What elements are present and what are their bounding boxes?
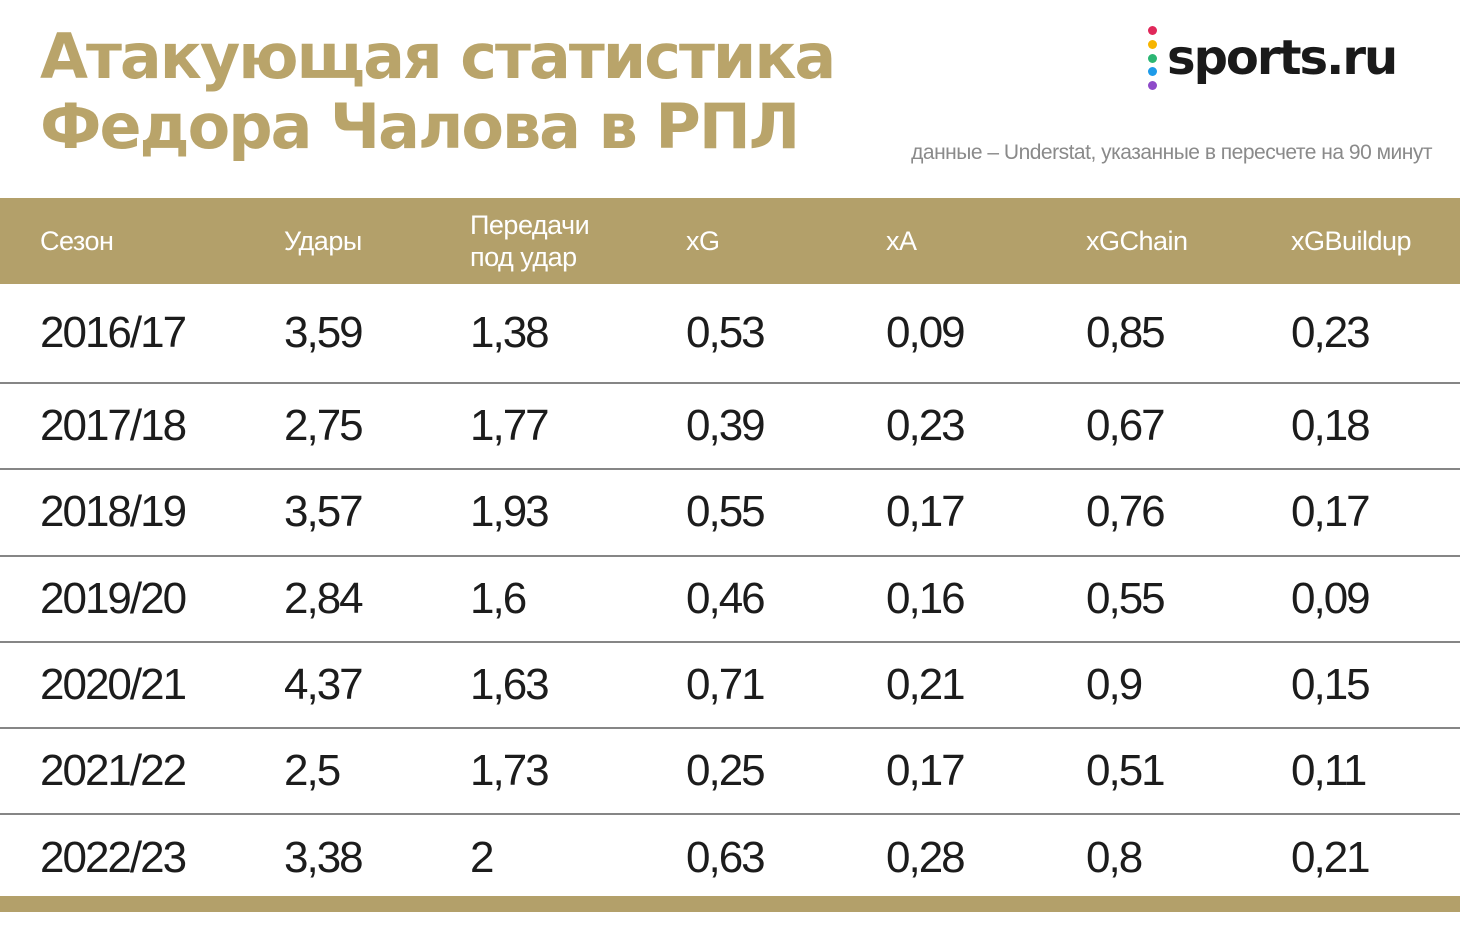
title-line-1: Атакующая статистика <box>40 20 836 93</box>
logo-dot <box>1148 26 1157 35</box>
table-row: 2017/18 2,75 1,77 0,39 0,23 0,67 0,18 <box>0 382 1460 468</box>
column-header-label: под удар <box>470 242 577 272</box>
cell-xgbuildup: 0,11 <box>1291 746 1367 796</box>
cell-xgbuildup: 0,18 <box>1291 401 1371 451</box>
logo-dot <box>1148 81 1157 90</box>
title-line-2: Федора Чалова в РПЛ <box>40 90 800 163</box>
logo-dots <box>1148 26 1157 90</box>
column-header-xa: xA <box>886 198 917 284</box>
logo-dot <box>1148 67 1157 77</box>
table-body: 2016/17 3,59 1,38 0,53 0,09 0,85 0,23 2017/18 2,… <box>0 284 1460 900</box>
logo-dot <box>1148 39 1157 49</box>
column-header-label: xGBuildup <box>1291 226 1412 256</box>
cell-shots: 2,75 <box>284 401 364 451</box>
cell-season: 2020/21 <box>40 660 187 710</box>
cell-key_passes: 1,77 <box>470 401 550 451</box>
table-header: Сезон Удары Передачи под удар xG xA xGChain xGB… <box>0 198 1460 284</box>
cell-xgchain: 0,55 <box>1086 573 1166 623</box>
cell-season: 2017/18 <box>40 401 187 451</box>
cell-xa: 0,16 <box>886 573 966 623</box>
column-header-label: xGChain <box>1086 226 1188 256</box>
column-header-xgbuildup: xGBuildup <box>1291 198 1412 284</box>
cell-xgchain: 0,76 <box>1086 487 1166 537</box>
cell-shots: 3,59 <box>284 308 364 357</box>
column-header-label: Передачи <box>470 210 590 240</box>
cell-key_passes: 1,6 <box>470 573 527 623</box>
cell-xgchain: 0,9 <box>1086 660 1143 710</box>
cell-key_passes: 1,73 <box>470 746 550 796</box>
logo-text: sports.ru <box>1167 30 1398 86</box>
cell-xg: 0,25 <box>686 746 766 796</box>
cell-xg: 0,55 <box>686 487 766 537</box>
cell-xg: 0,71 <box>686 660 766 710</box>
column-header-xgchain: xGChain <box>1086 198 1188 284</box>
cell-xgbuildup: 0,17 <box>1291 487 1371 537</box>
column-header-shots: Удары <box>284 198 362 284</box>
cell-key_passes: 1,93 <box>470 487 550 537</box>
cell-xgbuildup: 0,15 <box>1291 660 1371 710</box>
cell-shots: 4,37 <box>284 660 364 710</box>
column-header-label: Удары <box>284 226 362 256</box>
cell-xa: 0,17 <box>886 746 966 796</box>
stats-table: Сезон Удары Передачи под удар xG xA xGChain xGB… <box>0 198 1460 900</box>
cell-xa: 0,09 <box>886 308 966 357</box>
table-row: 2016/17 3,59 1,38 0,53 0,09 0,85 0,23 <box>0 284 1460 382</box>
cell-xg: 0,46 <box>686 573 766 623</box>
cell-key_passes: 1,63 <box>470 660 550 710</box>
cell-shots: 2,5 <box>284 746 341 796</box>
cell-xg: 0,53 <box>686 308 766 357</box>
table-row: 2018/19 3,57 1,93 0,55 0,17 0,76 0,17 <box>0 468 1460 554</box>
cell-xgbuildup: 0,09 <box>1291 573 1371 623</box>
table-bottom-bar <box>0 896 1460 912</box>
cell-shots: 2,84 <box>284 573 364 623</box>
cell-key_passes: 1,38 <box>470 308 550 357</box>
cell-shots: 3,38 <box>284 832 364 882</box>
cell-xg: 0,63 <box>686 832 766 882</box>
cell-xa: 0,21 <box>886 660 966 710</box>
cell-season: 2019/20 <box>40 573 187 623</box>
cell-key_passes: 2 <box>470 832 495 882</box>
cell-season: 2016/17 <box>40 308 187 357</box>
cell-shots: 3,57 <box>284 487 364 537</box>
sports-ru-logo: sports.ru <box>1148 26 1398 90</box>
cell-xa: 0,23 <box>886 401 966 451</box>
cell-xg: 0,39 <box>686 401 766 451</box>
cell-xgchain: 0,85 <box>1086 308 1166 357</box>
cell-season: 2018/19 <box>40 487 187 537</box>
cell-xgchain: 0,8 <box>1086 832 1143 882</box>
cell-xgbuildup: 0,23 <box>1291 308 1371 357</box>
column-header-label: xA <box>886 226 917 256</box>
cell-season: 2021/22 <box>40 746 187 796</box>
logo-dot <box>1148 53 1157 63</box>
cell-xa: 0,28 <box>886 832 966 882</box>
page-title: Атакующая статистика Федора Чалова в РПЛ <box>40 20 836 163</box>
column-header-label: Сезон <box>40 226 114 256</box>
column-header-xg: xG <box>686 198 720 284</box>
cell-xgchain: 0,67 <box>1086 401 1166 451</box>
source-note: данные – Understat, указанные в пересчет… <box>911 141 1432 164</box>
table-row: 2020/21 4,37 1,63 0,71 0,21 0,9 0,15 <box>0 640 1460 727</box>
column-header-label: xG <box>686 226 720 256</box>
table-row: 2019/20 2,84 1,6 0,46 0,16 0,55 0,09 <box>0 554 1460 641</box>
column-header-season: Сезон <box>40 198 114 284</box>
column-header-key_passes: Передачи под удар <box>470 198 590 284</box>
cell-season: 2022/23 <box>40 832 187 882</box>
table-row: 2022/23 3,38 2 0,63 0,28 0,8 0,21 <box>0 813 1460 899</box>
cell-xgchain: 0,51 <box>1086 746 1166 796</box>
cell-xgbuildup: 0,21 <box>1291 832 1371 882</box>
table-row: 2021/22 2,5 1,73 0,25 0,17 0,51 0,11 <box>0 727 1460 813</box>
cell-xa: 0,17 <box>886 487 966 537</box>
